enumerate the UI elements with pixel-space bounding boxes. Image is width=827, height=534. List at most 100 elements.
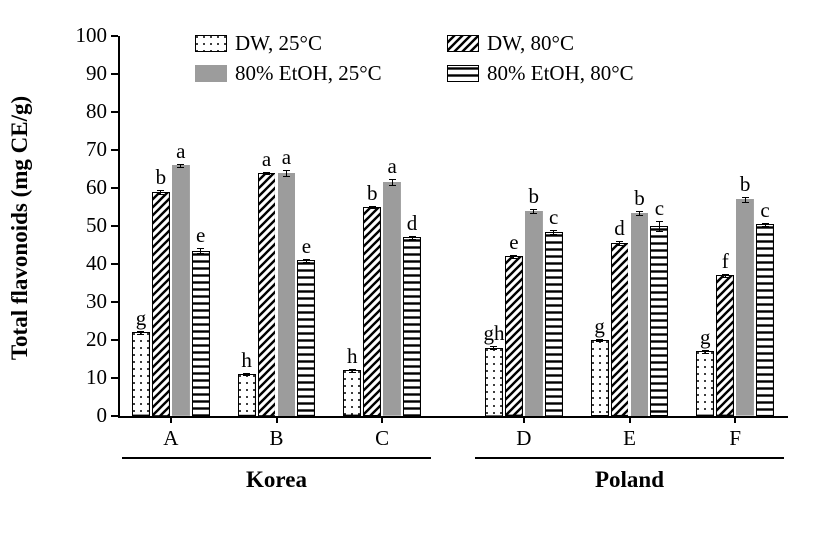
bar-F-dw25 [696,351,714,416]
errorbar-cap [490,349,497,350]
bar-E-et80 [650,226,668,416]
errorbar [659,221,660,232]
bar-B-dw80 [258,173,276,416]
x-category-label: E [610,426,650,451]
bar-A-et25 [172,165,190,416]
y-tick-label: 30 [57,289,107,314]
legend-swatch [447,65,479,82]
y-tick-label: 50 [57,213,107,238]
sig-label: b [725,172,765,197]
bar-F-et80 [756,224,774,416]
bar-A-dw80 [152,192,170,416]
sig-label: a [372,154,412,179]
bar-B-et80 [297,260,315,416]
x-category-label: A [151,426,191,451]
y-tick-label: 70 [57,137,107,162]
errorbar-cap [616,245,623,246]
legend-label: DW, 80°C [487,31,574,56]
legend: DW, 25°C DW, 80°C 80% EtOH, 25°C 80% EtOH, … [195,28,715,88]
y-tick [111,339,118,341]
errorbar-cap [263,174,270,175]
x-tick [734,416,736,423]
legend-item: DW, 25°C [195,28,447,58]
y-tick-label: 10 [57,365,107,390]
y-tick-label: 90 [57,61,107,86]
y-tick-label: 0 [57,403,107,428]
bar-C-dw25 [343,370,361,416]
y-axis-title: Total flavonoids (mg CE/g) [7,38,33,418]
y-tick [111,111,118,113]
errorbar-cap [243,373,250,374]
plot-area: gbaehaaehbadghebcgdbcgfbc [118,36,788,418]
errorbar-cap [490,346,497,347]
bar-E-dw80 [611,243,629,416]
errorbar-cap [349,369,356,370]
errorbar-cap [349,372,356,373]
sig-label: a [266,145,306,170]
errorbar-cap [157,194,164,195]
y-tick [111,263,118,265]
x-category-label: B [257,426,297,451]
bar-A-et80 [192,251,210,416]
errorbar-cap [596,341,603,342]
y-tick-label: 60 [57,175,107,200]
y-tick [111,187,118,189]
errorbar-cap [389,179,396,180]
y-tick [111,415,118,417]
legend-swatch [447,35,479,52]
y-tick [111,73,118,75]
sig-label: c [745,198,785,223]
errorbar-cap [596,339,603,340]
x-tick [381,416,383,423]
errorbar-cap [702,350,709,351]
errorbar-cap [177,167,184,168]
y-tick-label: 40 [57,251,107,276]
group-underline [122,457,431,459]
group-label: Korea [118,467,435,493]
sig-label: c [534,205,574,230]
bar-B-et25 [278,173,296,416]
legend-label: 80% EtOH, 25°C [235,61,382,86]
sig-label: a [161,139,201,164]
group-label: Poland [471,467,788,493]
errorbar-cap [510,258,517,259]
errorbar-cap [369,206,376,207]
y-tick [111,377,118,379]
errorbar-cap [510,255,517,256]
errorbar-cap [762,226,769,227]
legend-item: 80% EtOH, 25°C [195,58,447,88]
errorbar-cap [303,262,310,263]
errorbar-cap [283,176,290,177]
errorbar-cap [389,185,396,186]
bar-D-dw25 [485,348,503,416]
errorbar-cap [303,259,310,260]
bar-D-et80 [545,232,563,416]
legend-label: 80% EtOH, 80°C [487,61,634,86]
errorbar-cap [616,241,623,242]
errorbar-cap [157,190,164,191]
errorbar-cap [702,353,709,354]
x-category-label: D [504,426,544,451]
bar-D-dw80 [505,256,523,416]
errorbar-cap [409,239,416,240]
errorbar-cap [177,164,184,165]
errorbar-cap [550,234,557,235]
group-underline [475,457,784,459]
legend-swatch [195,35,227,52]
errorbar-cap [550,230,557,231]
errorbar-cap [137,331,144,332]
x-category-label: F [715,426,755,451]
y-tick-label: 20 [57,327,107,352]
errorbar-cap [137,334,144,335]
bar-D-et25 [525,211,543,416]
bar-A-dw25 [132,332,150,416]
x-tick [629,416,631,423]
errorbar-cap [263,172,270,173]
bar-B-dw25 [238,374,256,416]
y-tick [111,35,118,37]
legend-item: DW, 80°C [447,28,707,58]
sig-label: e [286,234,326,259]
bar-F-dw80 [716,275,734,416]
y-tick-label: 80 [57,99,107,124]
x-tick [276,416,278,423]
